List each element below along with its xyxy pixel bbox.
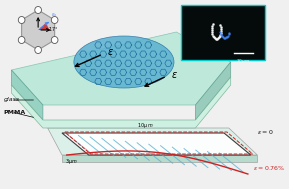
- Text: $\varepsilon$: $\varepsilon$: [107, 47, 114, 57]
- Polygon shape: [22, 10, 55, 50]
- Point: [218, 31, 223, 34]
- Polygon shape: [12, 32, 231, 105]
- Point: [216, 36, 221, 39]
- Point: [214, 37, 219, 40]
- Point: [225, 35, 229, 38]
- Point: [209, 26, 214, 29]
- Point: [212, 37, 217, 40]
- Text: glass: glass: [4, 98, 20, 102]
- Circle shape: [51, 36, 58, 43]
- Point: [209, 29, 214, 32]
- Point: [211, 36, 216, 39]
- Point: [226, 34, 230, 37]
- Point: [210, 23, 215, 26]
- Polygon shape: [12, 70, 43, 120]
- Point: [217, 35, 222, 38]
- Text: $17°$: $17°$: [48, 25, 58, 33]
- Point: [210, 33, 214, 36]
- Point: [210, 34, 215, 37]
- Circle shape: [35, 6, 41, 13]
- Point: [218, 23, 223, 26]
- Polygon shape: [12, 77, 231, 128]
- Point: [219, 34, 224, 37]
- Point: [221, 36, 225, 39]
- Text: $\varepsilon_x$: $\varepsilon_x$: [51, 11, 58, 19]
- Point: [222, 36, 226, 39]
- Bar: [181, 5, 265, 60]
- Point: [224, 36, 229, 39]
- Polygon shape: [62, 155, 257, 162]
- Circle shape: [18, 36, 25, 43]
- Point: [218, 31, 223, 34]
- Point: [223, 36, 227, 39]
- Polygon shape: [62, 133, 251, 155]
- Point: [210, 25, 214, 28]
- Point: [218, 25, 223, 28]
- Ellipse shape: [74, 36, 174, 88]
- Text: PMMA: PMMA: [4, 109, 26, 115]
- Point: [226, 33, 231, 36]
- Circle shape: [51, 16, 58, 23]
- Text: $10\,\mu m$: $10\,\mu m$: [137, 121, 153, 130]
- Polygon shape: [195, 62, 231, 120]
- Point: [213, 37, 218, 40]
- Text: $\varepsilon$: $\varepsilon$: [171, 70, 177, 80]
- Point: [218, 33, 223, 36]
- Circle shape: [18, 16, 25, 23]
- Point: [216, 37, 220, 40]
- Polygon shape: [48, 128, 257, 155]
- Point: [218, 33, 223, 36]
- Point: [210, 31, 214, 34]
- Point: [219, 29, 223, 32]
- Point: [219, 27, 223, 30]
- Text: $\varepsilon = 0$: $\varepsilon = 0$: [257, 128, 274, 136]
- Text: $10\,\mu m$: $10\,\mu m$: [236, 57, 250, 65]
- Point: [220, 35, 225, 38]
- Text: $3\,\mu m$: $3\,\mu m$: [65, 157, 78, 166]
- Text: $\varepsilon = 0.76\%$: $\varepsilon = 0.76\%$: [253, 164, 285, 172]
- Point: [227, 31, 231, 34]
- Circle shape: [35, 46, 41, 53]
- Polygon shape: [38, 23, 50, 30]
